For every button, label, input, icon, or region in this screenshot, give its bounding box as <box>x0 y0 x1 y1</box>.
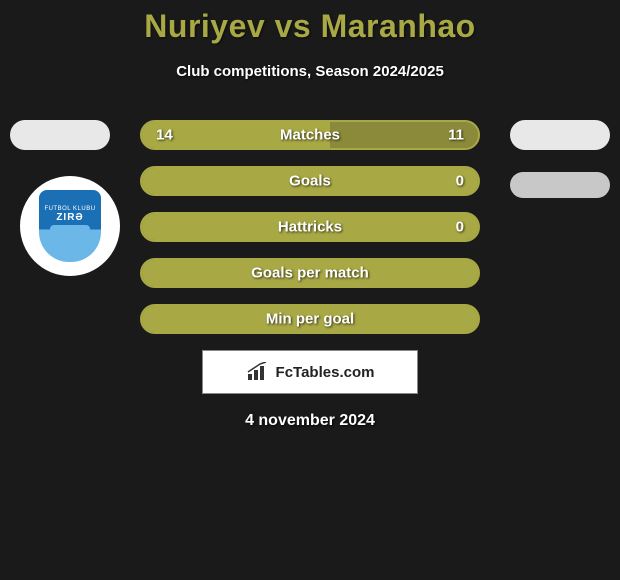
club-badge-text: ZIRƏ <box>56 212 83 223</box>
stat-bars: Matches 14 11 Goals 0 Hattricks 0 Goals per mat… <box>140 120 480 334</box>
page-title: Nuriyev vs Maranhao <box>0 8 620 45</box>
source-text: FcTables.com <box>276 364 375 381</box>
stat-bar-row: Matches 14 11 <box>140 120 480 150</box>
stat-bar-row: Hattricks 0 <box>140 212 480 242</box>
stats-section: FUTBOL KLUBU ZIRƏ Matches1411Goals0Hattr… <box>0 120 620 334</box>
stat-bar-value-right: 0 <box>456 173 464 190</box>
stat-bar-value-left: 14 <box>156 127 173 144</box>
stat-bar-label: Matches <box>280 127 340 144</box>
stat-bar-value-right: 11 <box>448 127 464 144</box>
stat-bar-row: Goals per match <box>140 258 480 288</box>
stat-bar-label: Goals per match <box>251 265 369 282</box>
club-badge-accent <box>50 225 90 251</box>
date-label: 4 november 2024 <box>0 412 620 430</box>
subtitle: Club competitions, Season 2024/2025 <box>0 63 620 80</box>
chart-icon <box>246 362 270 382</box>
player-avatar-right <box>510 120 610 150</box>
comparison-widget: Nuriyev vs Maranhao Club competitions, S… <box>0 0 620 430</box>
stat-bar-row: Min per goal <box>140 304 480 334</box>
club-badge: FUTBOL KLUBU ZIRƏ <box>39 190 101 262</box>
club-logo-left: FUTBOL KLUBU ZIRƏ <box>20 176 120 276</box>
stat-bar-label: Hattricks <box>278 219 342 236</box>
player-avatar-right-secondary <box>510 172 610 198</box>
stat-bar-label: Min per goal <box>266 311 354 328</box>
stat-bar-row: Goals 0 <box>140 166 480 196</box>
source-badge[interactable]: FcTables.com <box>202 350 418 394</box>
player-avatar-left <box>10 120 110 150</box>
stat-bar-label: Goals <box>289 173 331 190</box>
stat-bar-value-right: 0 <box>456 219 464 236</box>
